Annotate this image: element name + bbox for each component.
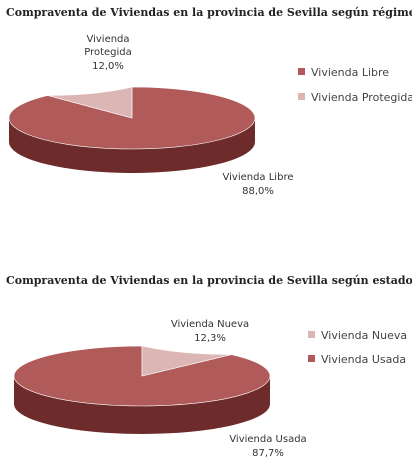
label-vivienda-protegida-name-2: Protegida [84,47,132,58]
legend-label-vivienda-nueva: Vivienda Nueva [321,329,407,342]
legend-swatch-vivienda-nueva [308,331,315,338]
slice-vivienda-nueva[interactable] [141,345,232,377]
legend-swatch-vivienda-protegida [298,93,305,100]
chart-1-title: Compraventa de Viviendas en la provincia… [6,6,412,19]
chart-2-title: Compraventa de Viviendas en la provincia… [6,274,412,287]
label-vivienda-protegida-name-1: Vivienda [86,34,129,45]
label-vivienda-libre-value: 88,0% [242,186,274,197]
label-vivienda-protegida-value: 12,0% [92,61,124,72]
chart-1-legend: Vivienda Libre Vivienda Protegida [298,66,412,104]
chart-2-pie [13,345,271,434]
slice-vivienda-libre-side [9,118,255,173]
chart-1-pie [8,86,256,173]
label-vivienda-libre-name: Vivienda Libre [223,172,294,183]
slice-vivienda-protegida[interactable] [47,86,133,119]
label-vivienda-usada-value: 87,7% [252,448,284,459]
legend-swatch-vivienda-usada [308,355,315,362]
label-vivienda-nueva-value: 12,3% [194,333,226,344]
slice-vivienda-usada-side [14,376,270,434]
legend-swatch-vivienda-libre [298,68,305,75]
legend-label-vivienda-protegida: Vivienda Protegida [311,91,412,104]
label-vivienda-usada-name: Vivienda Usada [229,434,306,445]
chart-2-legend: Vivienda Nueva Vivienda Usada [308,329,407,366]
legend-label-vivienda-usada: Vivienda Usada [321,353,406,366]
label-vivienda-nueva-name: Vivienda Nueva [171,319,249,330]
legend-label-vivienda-libre: Vivienda Libre [311,66,389,79]
